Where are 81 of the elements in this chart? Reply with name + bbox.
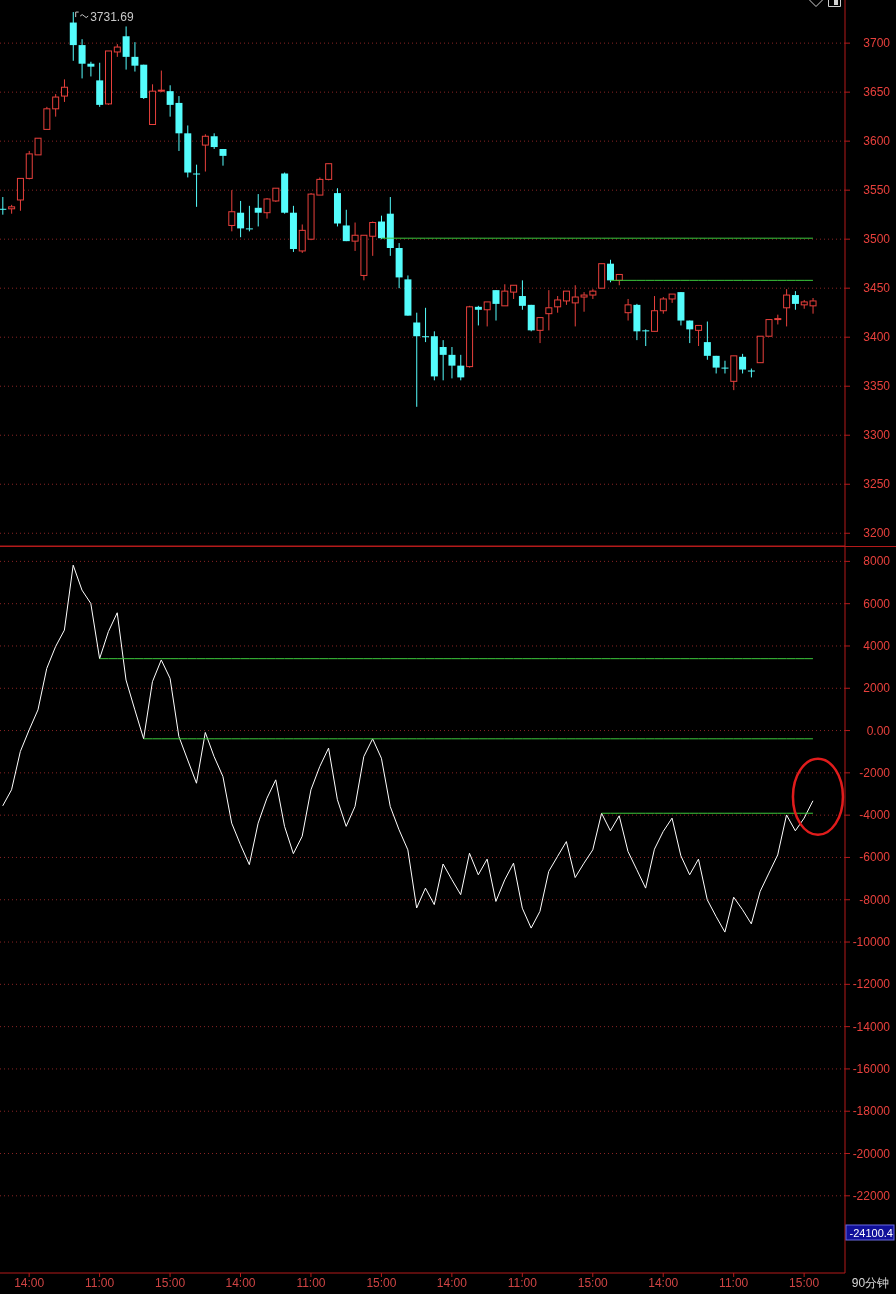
candlestick bbox=[545, 289, 553, 331]
candlestick bbox=[721, 360, 729, 374]
x-tick-label: 15:00 bbox=[155, 1275, 186, 1290]
y-tick-label: -4000 bbox=[859, 808, 891, 823]
candlestick bbox=[237, 200, 245, 238]
x-tick-label: 15:00 bbox=[366, 1275, 397, 1290]
y-tick-label: 3550 bbox=[863, 183, 891, 198]
y-tick-label: -2000 bbox=[859, 765, 891, 780]
y-tick-label: 3250 bbox=[863, 477, 891, 492]
y-tick-label: -6000 bbox=[859, 850, 891, 865]
x-tick-label: 14:00 bbox=[436, 1275, 468, 1290]
x-tick-label: 14:00 bbox=[14, 1275, 45, 1290]
candlestick bbox=[16, 177, 24, 212]
x-tick-label: 15:00 bbox=[577, 1275, 609, 1290]
candlestick bbox=[651, 295, 659, 332]
candlestick bbox=[69, 11, 77, 62]
y-tick-label: -16000 bbox=[852, 1061, 891, 1076]
candlestick bbox=[87, 61, 95, 77]
candlestick bbox=[131, 41, 139, 73]
y-tick-label: -14000 bbox=[852, 1019, 891, 1034]
y-tick-label: -12000 bbox=[852, 977, 891, 992]
y-tick-label: -22000 bbox=[852, 1188, 891, 1203]
y-tick-label: -8000 bbox=[859, 892, 891, 907]
x-tick-label: 11:00 bbox=[296, 1275, 326, 1290]
candlestick bbox=[536, 317, 544, 344]
y-tick-label: 3700 bbox=[863, 36, 891, 51]
candlestick bbox=[60, 78, 68, 103]
line-series bbox=[2, 564, 814, 933]
candlestick bbox=[122, 25, 130, 71]
candlestick bbox=[245, 205, 253, 232]
y-tick-label: 3600 bbox=[863, 134, 891, 149]
text: -24100.4 bbox=[849, 1226, 893, 1239]
y-tick-label: 3400 bbox=[863, 330, 891, 345]
candlestick bbox=[518, 279, 526, 311]
candlestick bbox=[0, 196, 7, 216]
y-tick-label: 3450 bbox=[863, 281, 891, 296]
candlestick bbox=[483, 301, 491, 327]
candlestick bbox=[78, 38, 86, 79]
candlestick bbox=[739, 353, 747, 374]
candlestick bbox=[474, 305, 482, 326]
y-tick-label: 2000 bbox=[863, 681, 891, 696]
candlestick bbox=[791, 290, 799, 311]
y-tick-label: 3350 bbox=[863, 379, 891, 394]
candlestick bbox=[783, 288, 791, 327]
x-tick-label: 14:00 bbox=[225, 1275, 256, 1290]
y-tick-label: -20000 bbox=[852, 1146, 891, 1161]
candlestick bbox=[422, 307, 430, 343]
candlestick bbox=[413, 312, 421, 408]
candlestick bbox=[448, 346, 456, 379]
candlestick bbox=[193, 164, 201, 208]
candlestick bbox=[439, 339, 447, 381]
candlestick bbox=[703, 321, 711, 361]
candlestick bbox=[201, 133, 209, 173]
y-tick-label: 3650 bbox=[863, 85, 891, 100]
x-tick-label: 15:00 bbox=[789, 1275, 820, 1290]
annotation: 3731.69 bbox=[90, 10, 134, 25]
candlestick bbox=[457, 354, 465, 381]
candlestick bbox=[501, 283, 509, 307]
candlestick bbox=[219, 148, 227, 167]
x-tick-label: 11:00 bbox=[507, 1275, 538, 1290]
y-tick-label: -10000 bbox=[852, 935, 891, 950]
candlestick bbox=[492, 289, 500, 322]
x-tick-label: 11:00 bbox=[719, 1275, 749, 1290]
y-tick-label: 0.00 bbox=[866, 723, 891, 738]
candlestick bbox=[624, 298, 632, 322]
y-tick-label: 3200 bbox=[863, 526, 891, 541]
candlestick bbox=[606, 259, 614, 283]
y-tick-label: -18000 bbox=[852, 1104, 891, 1119]
y-tick-label: 4000 bbox=[863, 638, 891, 653]
candlestick bbox=[642, 328, 650, 347]
candlestick bbox=[228, 189, 236, 232]
text: 90分钟 bbox=[851, 1276, 890, 1290]
x-tick-label: 14:00 bbox=[648, 1275, 679, 1290]
x-tick-label: 11:00 bbox=[85, 1275, 115, 1290]
candlestick bbox=[254, 193, 262, 227]
candlestick bbox=[342, 209, 350, 242]
y-tick-label: 8000 bbox=[863, 554, 891, 569]
y-tick-label: 6000 bbox=[863, 596, 891, 611]
y-tick-label: 3500 bbox=[863, 232, 891, 247]
y-tick-label: 3300 bbox=[863, 428, 891, 443]
candlestick bbox=[695, 324, 703, 347]
